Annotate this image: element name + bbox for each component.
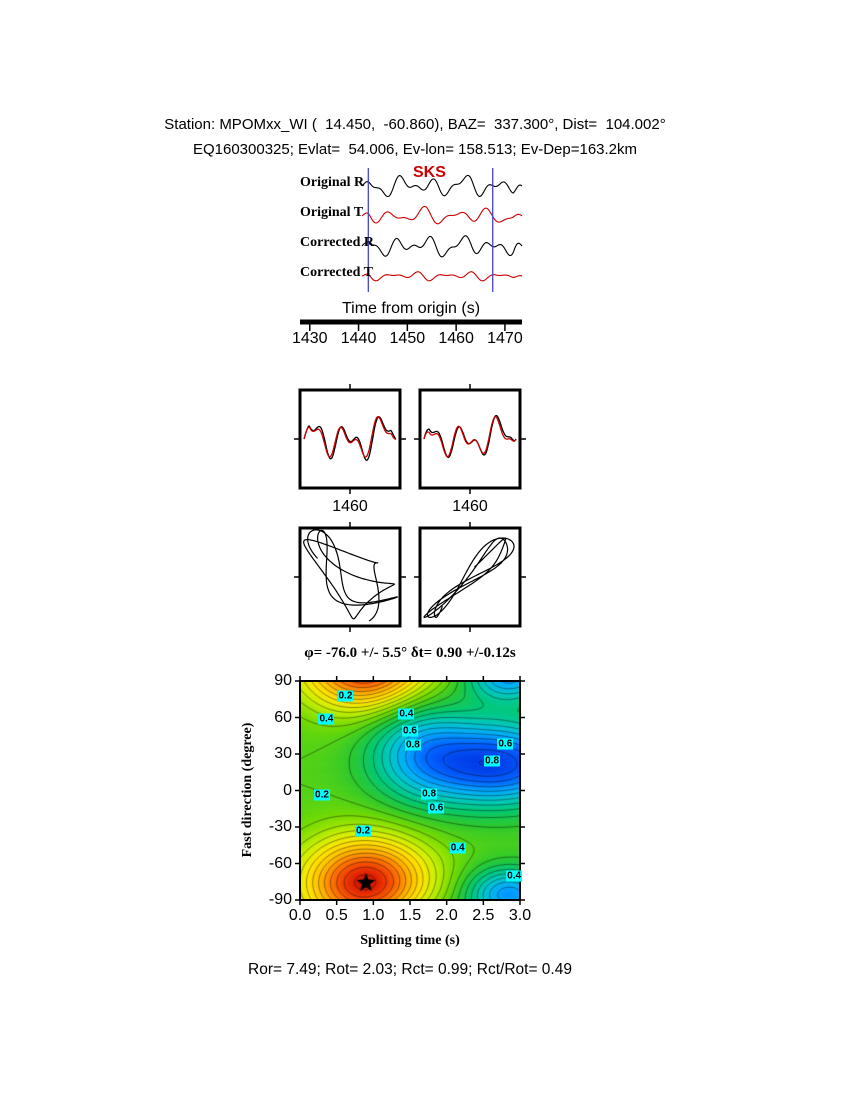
comparison-box-left-fast-trace bbox=[303, 416, 397, 461]
particle-motion-box-right-curve bbox=[423, 537, 515, 618]
fast-direction-tick-label: 90 bbox=[274, 672, 292, 689]
fast-direction-tick-label: 30 bbox=[274, 745, 292, 762]
station-header: Station: MPOMxx_WI ( 14.450, -60.860), B… bbox=[164, 116, 666, 133]
trace-label-corrected-r: Corrected R bbox=[300, 235, 374, 250]
splitting-time-tick-label: 1.0 bbox=[362, 907, 385, 924]
event-header: EQ160300325; Evlat= 54.006, Ev-lon= 158.… bbox=[192, 141, 638, 158]
fast-direction-axis-label: Fast direction (degree) bbox=[240, 722, 255, 858]
trace-original-t bbox=[361, 205, 523, 225]
time-tick-label: 1430 bbox=[291, 330, 328, 347]
particle-motion-box-left-curve bbox=[303, 529, 399, 622]
fast-direction-tick-label: 60 bbox=[274, 708, 292, 726]
phase-label-sks: SKS bbox=[413, 164, 446, 181]
time-tick-label: 1470 bbox=[487, 330, 523, 347]
comparison-box-right-fast-trace bbox=[423, 414, 517, 459]
misfit-contour-map bbox=[300, 681, 520, 900]
splitting-statistics: Ror= 7.49; Rot= 2.03; Rct= 0.99; Rct/Rot… bbox=[248, 961, 572, 978]
fast-direction-tick-label: -90 bbox=[268, 891, 292, 908]
time-tick-label: 1440 bbox=[340, 330, 377, 347]
splitting-time-axis-label: Splitting time (s) bbox=[360, 933, 460, 948]
splitting-time-tick-label: 1.5 bbox=[398, 907, 422, 924]
best-fit-title: φ= -76.0 +/- 5.5° δt= 0.90 +/-0.12s bbox=[304, 645, 516, 661]
trace-label-original-r: Original R bbox=[300, 175, 365, 190]
window-tick-label-left: 1460 bbox=[332, 498, 368, 515]
trace-corrected-t bbox=[361, 271, 523, 282]
window-tick-label-right: 1460 bbox=[452, 498, 488, 515]
splitting-time-tick-label: 0.0 bbox=[288, 907, 312, 924]
comparison-box-right-slow-trace bbox=[423, 416, 517, 458]
trace-label-original-t: Original T bbox=[300, 205, 364, 220]
fast-direction-tick-label: -60 bbox=[268, 854, 292, 872]
comparison-box-left bbox=[298, 388, 402, 490]
comparison-box-right bbox=[418, 388, 522, 490]
splitting-time-tick-label: 3.0 bbox=[508, 907, 532, 924]
splitting-time-tick-label: 2.5 bbox=[472, 907, 495, 924]
particle-motion-box-left bbox=[298, 526, 402, 628]
particle-motion-box-right bbox=[418, 526, 522, 628]
splitting-time-tick-label: 2.0 bbox=[435, 907, 458, 924]
splitting-time-tick-label: 0.5 bbox=[325, 907, 348, 924]
fast-direction-tick-label: -30 bbox=[268, 818, 292, 835]
trace-label-corrected-t: Corrected T bbox=[300, 265, 373, 280]
comparison-box-left-slow-trace bbox=[303, 416, 397, 458]
time-tick-label: 1450 bbox=[389, 330, 426, 347]
trace-corrected-r bbox=[361, 235, 523, 258]
fast-direction-tick-label: 0 bbox=[283, 781, 292, 799]
time-tick-label: 1460 bbox=[438, 330, 474, 347]
time-axis-label: Time from origin (s) bbox=[341, 300, 481, 317]
